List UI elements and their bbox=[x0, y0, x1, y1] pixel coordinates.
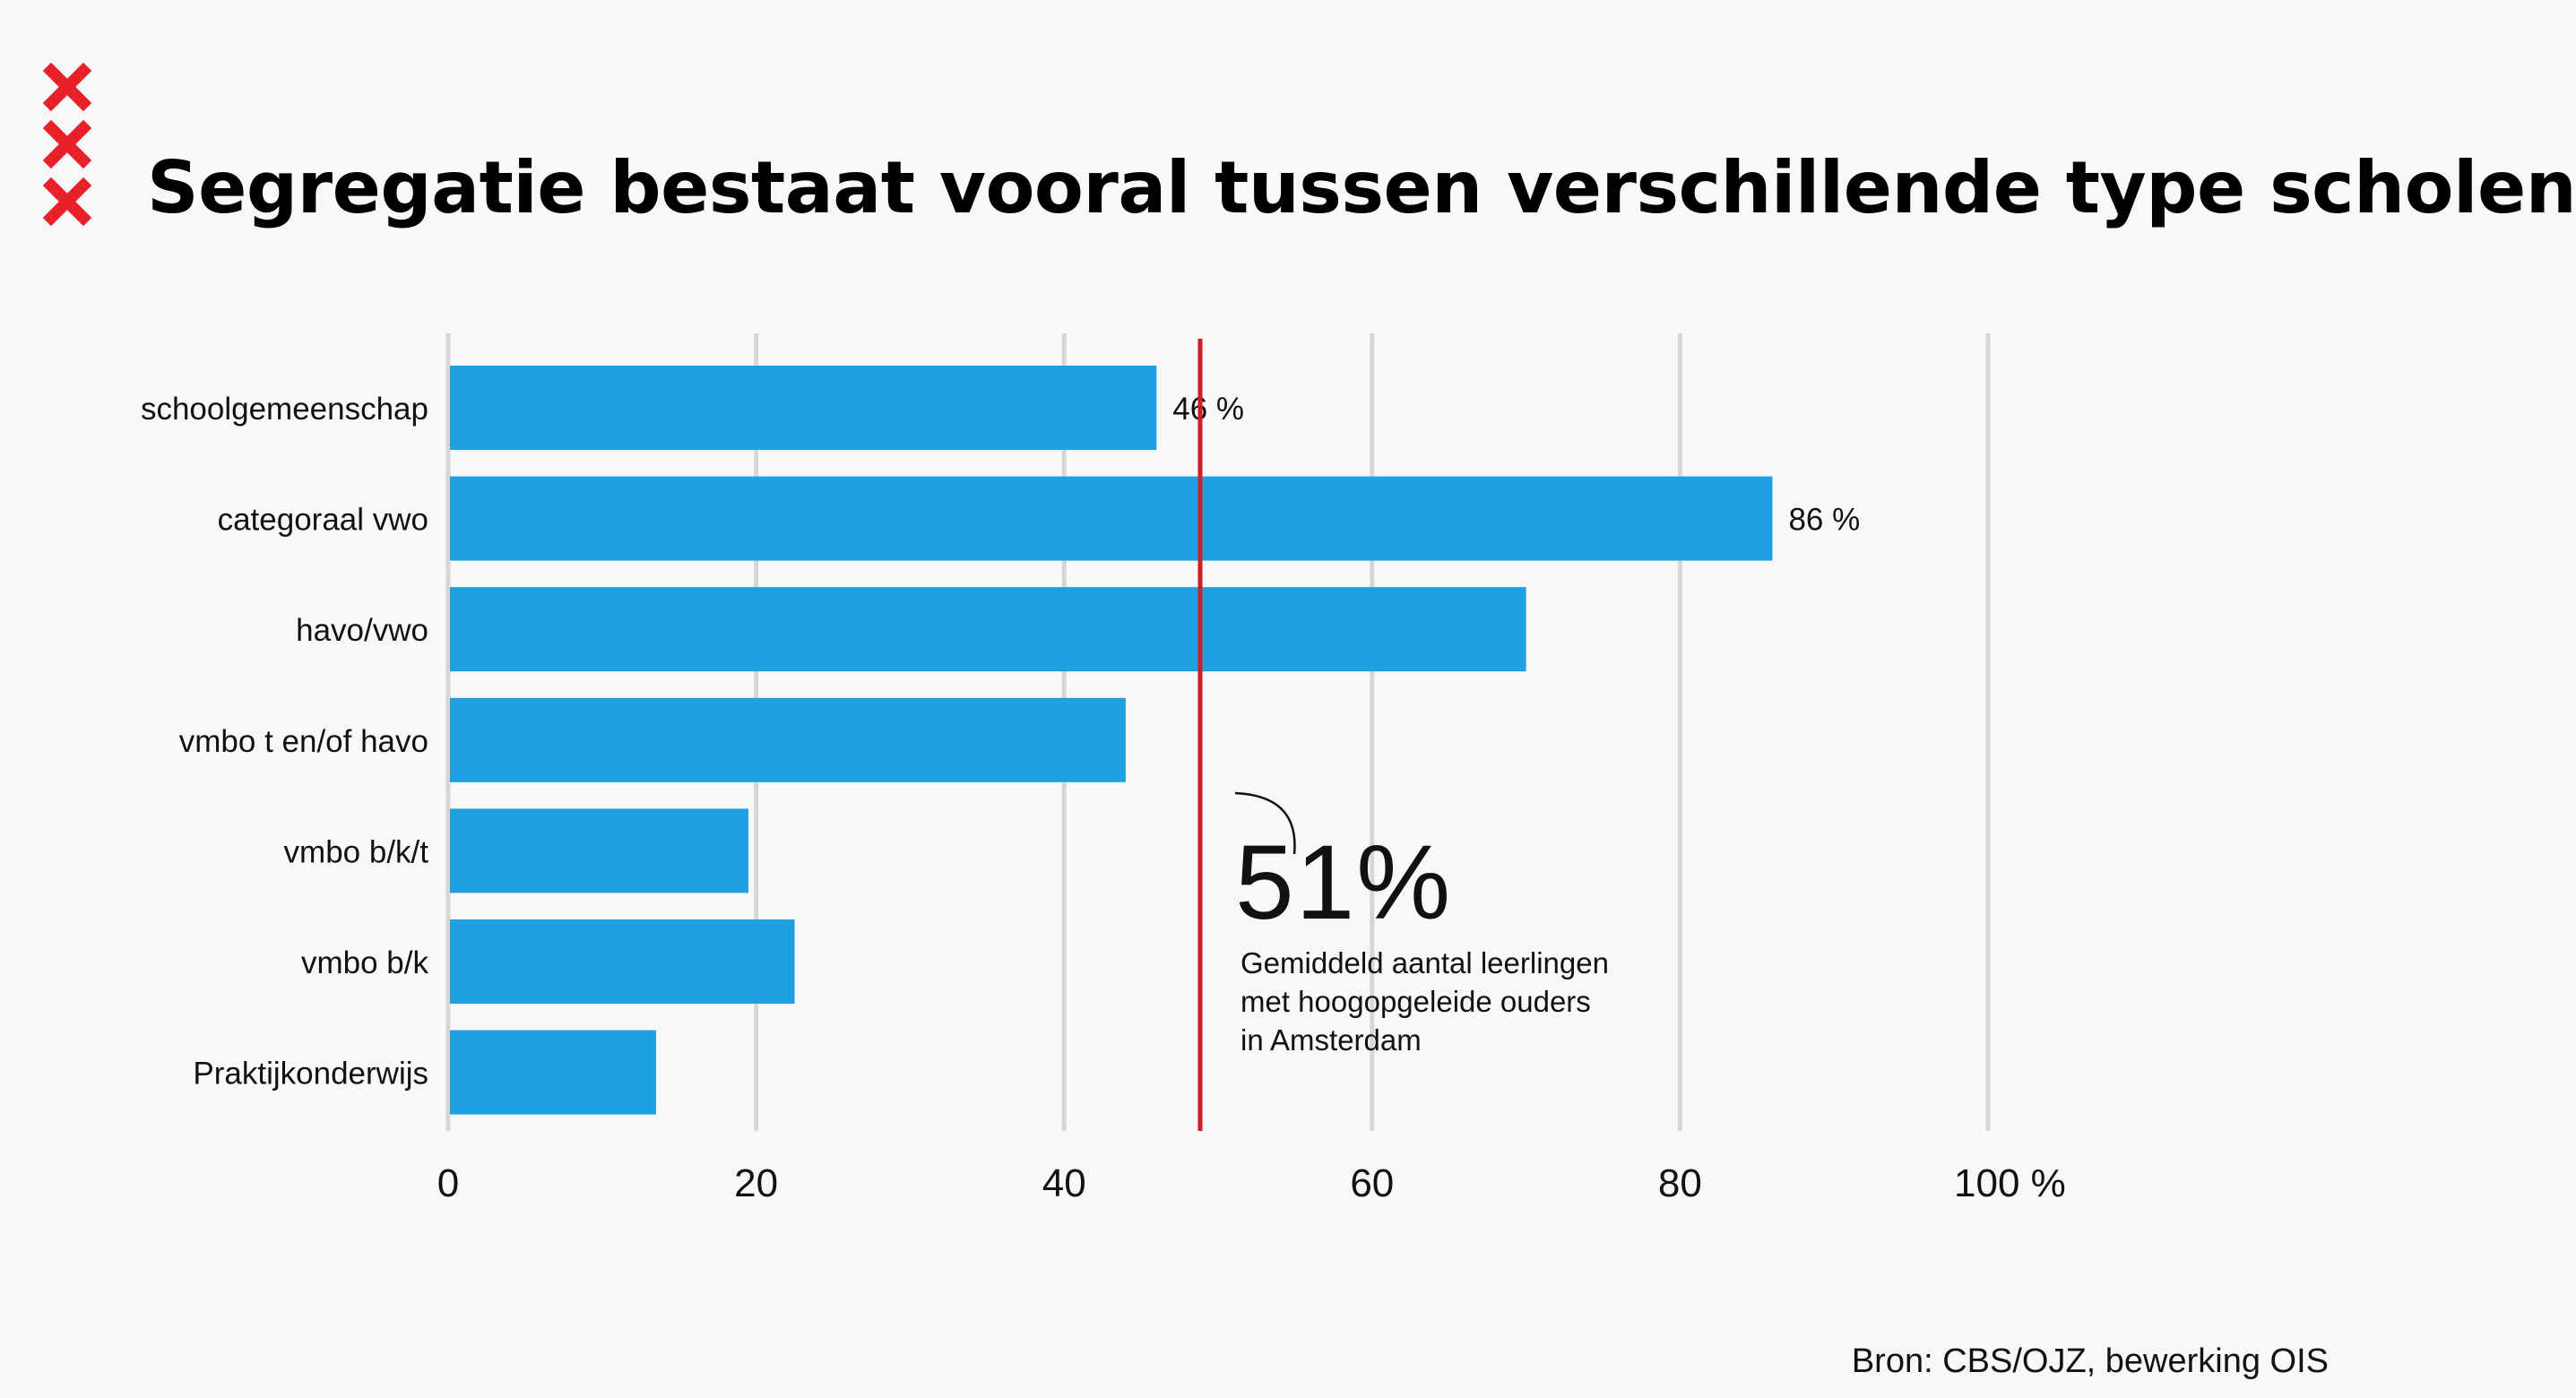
reference-big-label: 51% bbox=[1235, 824, 1452, 942]
amsterdam-x-icon bbox=[43, 120, 91, 168]
bar bbox=[450, 366, 1157, 450]
bar bbox=[450, 697, 1126, 782]
reference-caption: Gemiddeld aantal leerlingen bbox=[1240, 946, 1609, 979]
category-label: categoraal vwo bbox=[218, 503, 428, 538]
bar bbox=[450, 1030, 656, 1115]
bar bbox=[450, 808, 749, 893]
x-tick-label: 60 bbox=[1350, 1161, 1394, 1205]
x-tick-label: 20 bbox=[734, 1161, 778, 1205]
reference-caption: met hoogopgeleide ouders bbox=[1240, 985, 1591, 1018]
category-label: Praktijkonderwijs bbox=[193, 1057, 428, 1092]
amsterdam-x-icon bbox=[43, 63, 91, 111]
category-labels: schoolgemeenschap 46 % categoraal vwo 86 % h… bbox=[141, 392, 1860, 1092]
bar bbox=[450, 587, 1526, 672]
x-tick-label: 40 bbox=[1042, 1161, 1086, 1205]
data-label: 86 % bbox=[1788, 503, 1860, 538]
x-tick-label: 100 % bbox=[1954, 1161, 2066, 1205]
source-note: Bron: CBS/OJZ, bewerking OIS bbox=[1851, 1342, 2329, 1380]
data-label: 46 % bbox=[1172, 392, 1244, 427]
category-label: vmbo t en/of havo bbox=[179, 724, 428, 759]
page-title: Segregatie bestaat vooral tussen verschi… bbox=[147, 146, 2576, 229]
x-tick-label: 0 bbox=[437, 1161, 459, 1205]
category-label: havo/vwo bbox=[296, 613, 428, 648]
bars bbox=[450, 366, 1773, 1115]
category-label: vmbo b/k bbox=[301, 945, 428, 980]
category-label: vmbo b/k/t bbox=[284, 834, 429, 869]
amsterdam-x-icon bbox=[43, 177, 91, 226]
bar bbox=[450, 919, 795, 1004]
reference-line-group: 51% Gemiddeld aantal leerlingen met hoogop… bbox=[1197, 339, 1609, 1131]
reference-caption: in Amsterdam bbox=[1240, 1023, 1422, 1057]
category-label: schoolgemeenschap bbox=[141, 392, 428, 427]
amsterdam-logo bbox=[43, 63, 91, 235]
annotation-arc bbox=[1234, 791, 1296, 855]
bar bbox=[450, 476, 1773, 561]
x-axis-ticks: 0 20 40 60 80 100 % bbox=[437, 1161, 2066, 1205]
x-tick-label: 80 bbox=[1658, 1161, 1702, 1205]
